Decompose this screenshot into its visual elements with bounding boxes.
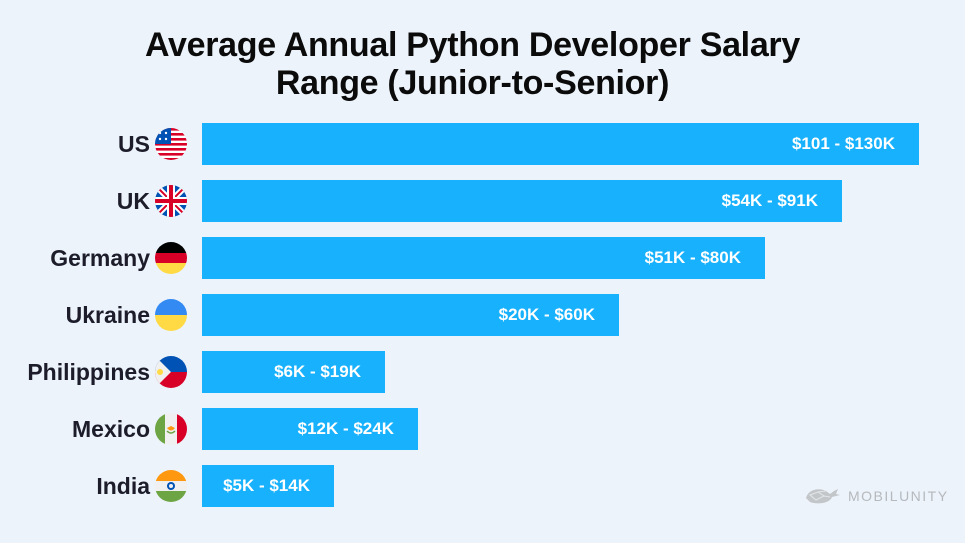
ukraine-flag-icon	[155, 299, 187, 331]
bar: $51K - $80K	[202, 237, 765, 279]
category-label: Philippines	[27, 359, 150, 385]
bar: $101 - $130K	[202, 123, 919, 165]
mexico-flag-icon	[155, 413, 187, 445]
uk-flag-icon	[155, 185, 187, 217]
bar: $5K - $14K	[202, 465, 334, 507]
bar: $6K - $19K	[202, 351, 385, 393]
us-flag-icon	[155, 128, 187, 160]
bar-row-mexico: Mexico $12K - $24K	[0, 408, 965, 450]
data-label: $20K - $60K	[498, 305, 595, 324]
category-label: Ukraine	[65, 302, 150, 328]
bar-row-philippines: Philippines $6K - $19K	[0, 351, 965, 393]
bar: $54K - $91K	[202, 180, 842, 222]
category-label: US	[118, 131, 150, 157]
data-label: $12K - $24K	[297, 419, 394, 438]
philippines-flag-icon	[155, 356, 187, 388]
bar: $12K - $24K	[202, 408, 418, 450]
title-line-1: Average Annual Python Developer Salary	[145, 26, 800, 64]
data-label: $101 - $130K	[791, 134, 895, 153]
data-label: $5K - $14K	[223, 476, 310, 495]
india-flag-icon	[155, 470, 187, 502]
bar-row-india: India $5K - $14K	[0, 465, 965, 507]
category-label: India	[96, 473, 150, 499]
mobilunity-logo: MOBILUNITY	[804, 486, 949, 506]
category-label: UK	[116, 188, 150, 214]
category-label: Germany	[50, 245, 150, 271]
data-label: $51K - $80K	[644, 248, 741, 267]
bar: $20K - $60K	[202, 294, 619, 336]
bar-row-uk: UK $54K - $91K	[0, 180, 965, 222]
whale-logo-icon	[806, 489, 840, 504]
title-line-2: Range (Junior-to-Senior)	[275, 64, 670, 102]
data-label: $54K - $91K	[721, 191, 818, 210]
bar-row-germany: Germany $51K - $80K	[0, 237, 965, 279]
category-label: Mexico	[72, 416, 150, 442]
germany-flag-icon	[155, 242, 187, 274]
bar-row-ukraine: Ukraine $20K - $60K	[0, 294, 965, 336]
chart-title: Average Annual Python Developer Salary R…	[0, 26, 945, 102]
data-label: $6K - $19K	[274, 362, 361, 381]
brand-name: MOBILUNITY	[848, 488, 949, 504]
bar-row-us: US $101 - $130K	[0, 123, 965, 165]
